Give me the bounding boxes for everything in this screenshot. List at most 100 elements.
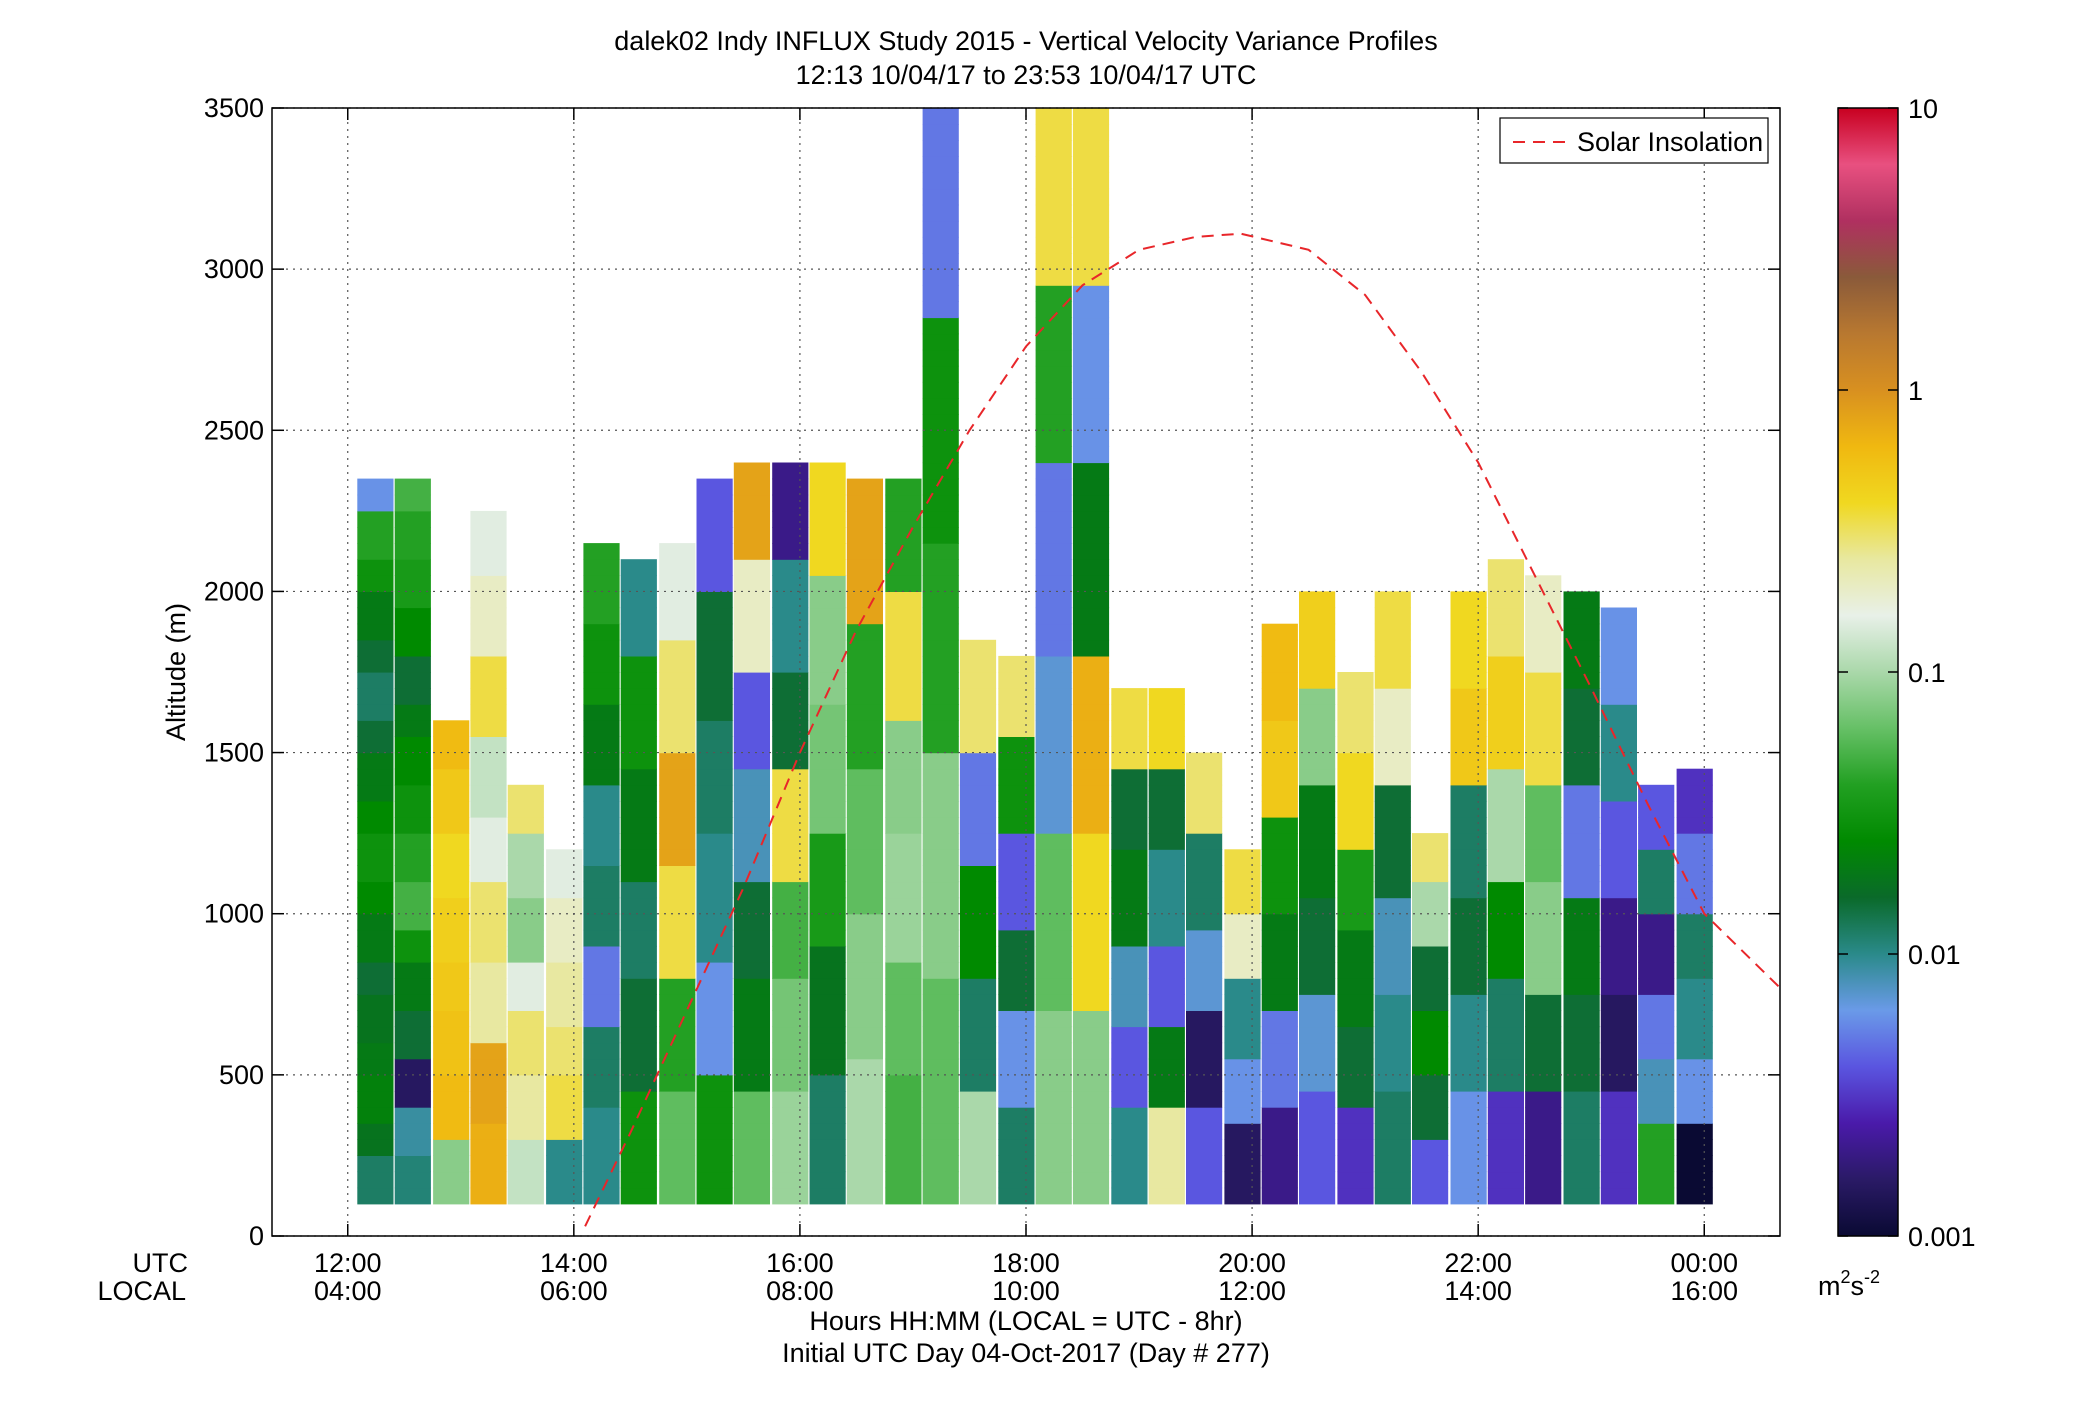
heatmap-cell bbox=[1525, 1107, 1562, 1124]
heatmap-cell bbox=[1563, 929, 1600, 947]
heatmap-cell bbox=[433, 1074, 470, 1092]
heatmap-cell bbox=[696, 1139, 733, 1156]
heatmap-cell bbox=[998, 945, 1035, 963]
heatmap-cell bbox=[772, 527, 809, 544]
heatmap-cell bbox=[1412, 978, 1449, 995]
heatmap-cell bbox=[1186, 849, 1223, 866]
heatmap-cell bbox=[1035, 253, 1072, 270]
heatmap-cell bbox=[809, 1042, 846, 1060]
heatmap-cell bbox=[1337, 881, 1374, 899]
heatmap-cell bbox=[922, 994, 959, 1011]
heatmap-cell bbox=[809, 543, 846, 560]
heatmap-cell bbox=[1412, 833, 1449, 850]
heatmap-cell bbox=[1148, 1074, 1185, 1092]
heatmap-cell bbox=[922, 672, 959, 689]
heatmap-cell bbox=[583, 720, 620, 737]
heatmap-cell bbox=[846, 1123, 883, 1140]
heatmap-cell bbox=[659, 1091, 696, 1108]
heatmap-cell bbox=[1600, 1091, 1637, 1108]
heatmap-cell bbox=[1676, 1107, 1713, 1124]
heatmap-cell bbox=[1600, 833, 1637, 850]
heatmap-cell bbox=[1035, 478, 1072, 496]
heatmap-cell bbox=[1299, 784, 1336, 802]
heatmap-cell bbox=[772, 1058, 809, 1076]
heatmap-cell bbox=[1072, 1042, 1110, 1060]
heatmap-cell bbox=[1525, 655, 1562, 673]
heatmap-cell bbox=[659, 978, 696, 995]
heatmap-cell bbox=[733, 559, 770, 576]
heatmap-cell bbox=[1450, 1123, 1487, 1140]
heatmap-cell bbox=[922, 768, 959, 786]
heatmap-cell bbox=[1148, 720, 1185, 737]
heatmap-cell bbox=[998, 1091, 1035, 1108]
heatmap-cell bbox=[1487, 1107, 1524, 1124]
heatmap-cell bbox=[357, 1123, 394, 1140]
heatmap-cell bbox=[1261, 704, 1298, 721]
heatmap-cell bbox=[1525, 978, 1562, 995]
heatmap-cell bbox=[1186, 913, 1223, 931]
heatmap-cell bbox=[1072, 301, 1110, 319]
heatmap-cell bbox=[922, 543, 959, 560]
heatmap-cell bbox=[1186, 1074, 1223, 1092]
heatmap-cell bbox=[394, 639, 431, 657]
heatmap-cell bbox=[885, 494, 922, 512]
heatmap-cell bbox=[1525, 881, 1562, 899]
heatmap-cell bbox=[1224, 897, 1261, 915]
heatmap-cell bbox=[357, 784, 394, 802]
heatmap-cell bbox=[1299, 962, 1336, 979]
heatmap-cell bbox=[1186, 1139, 1223, 1156]
heatmap-cell bbox=[1261, 881, 1298, 899]
heatmap-cell bbox=[696, 1107, 733, 1124]
heatmap-cell bbox=[394, 994, 431, 1011]
heatmap-cell bbox=[1450, 1139, 1487, 1156]
heatmap-cell bbox=[1563, 833, 1600, 850]
heatmap-cell bbox=[696, 704, 733, 721]
heatmap-cell bbox=[1261, 720, 1298, 737]
heatmap-cell bbox=[696, 1010, 733, 1028]
heatmap-cell bbox=[1450, 929, 1487, 947]
heatmap-cell bbox=[1563, 672, 1600, 689]
heatmap-cell bbox=[1111, 881, 1148, 899]
heatmap-cell bbox=[357, 1091, 394, 1108]
heatmap-cell bbox=[1072, 381, 1110, 399]
heatmap-cell bbox=[1299, 833, 1336, 850]
heatmap-cell bbox=[433, 897, 470, 915]
heatmap-cell bbox=[583, 704, 620, 721]
heatmap-cell bbox=[583, 1042, 620, 1060]
heatmap-cell bbox=[1638, 1058, 1675, 1076]
heatmap-cell bbox=[1035, 1155, 1072, 1173]
heatmap-cell bbox=[1035, 817, 1072, 834]
heatmap-cell bbox=[1563, 1010, 1600, 1028]
heatmap-cell bbox=[922, 591, 959, 609]
heatmap-cell bbox=[357, 1042, 394, 1060]
heatmap-cell bbox=[1072, 929, 1110, 947]
heatmap-cell bbox=[1487, 913, 1524, 931]
heatmap-cell bbox=[1412, 1187, 1449, 1205]
heatmap-cell bbox=[357, 817, 394, 834]
heatmap-cell bbox=[1299, 655, 1336, 673]
heatmap-cell bbox=[1563, 607, 1600, 625]
heatmap-cell bbox=[1035, 462, 1072, 480]
heatmap-cell bbox=[1224, 849, 1261, 866]
heatmap-cell bbox=[1072, 945, 1110, 963]
heatmap-cell bbox=[959, 1010, 997, 1028]
heatmap-cell bbox=[1035, 962, 1072, 979]
heatmap-cell bbox=[1111, 945, 1148, 963]
heatmap-cell bbox=[696, 510, 733, 528]
heatmap-cell bbox=[922, 655, 959, 673]
heatmap-cell bbox=[998, 1026, 1035, 1044]
heatmap-cell bbox=[433, 1026, 470, 1044]
heatmap-cell bbox=[959, 655, 997, 673]
heatmap-cell bbox=[1525, 849, 1562, 866]
heatmap-cell bbox=[433, 1042, 470, 1060]
heatmap-cell bbox=[583, 752, 620, 770]
heatmap-cell bbox=[772, 962, 809, 979]
heatmap-cell bbox=[885, 752, 922, 770]
heatmap-cell bbox=[772, 559, 809, 576]
heatmap-cell bbox=[1374, 1107, 1411, 1124]
heatmap-cell bbox=[433, 929, 470, 947]
heatmap-cell bbox=[772, 720, 809, 737]
heatmap-cell bbox=[1412, 1155, 1449, 1173]
heatmap-cell bbox=[733, 897, 770, 915]
heatmap-cell bbox=[1525, 945, 1562, 963]
